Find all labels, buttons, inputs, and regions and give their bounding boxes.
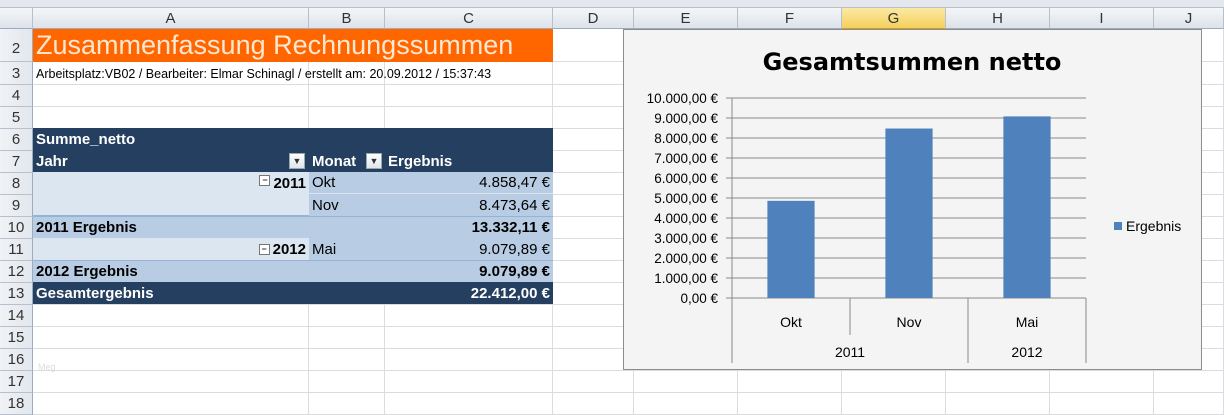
row-header-11[interactable]: 11 bbox=[0, 239, 33, 261]
select-all-corner[interactable] bbox=[0, 8, 33, 29]
row-header-10[interactable]: 10 bbox=[0, 217, 33, 239]
chart-svg: Gesamtsummen netto 0,00 € 1.000,00 € 2.000… bbox=[647, 48, 1181, 363]
row-header-16[interactable]: 16 bbox=[0, 349, 33, 371]
pivot-year-2011[interactable]: −2011 bbox=[33, 172, 309, 216]
chart-title: Gesamtsummen netto bbox=[763, 48, 1062, 76]
y-tick-label: 9.000,00 € bbox=[654, 111, 718, 126]
y-tick-label: 2.000,00 € bbox=[654, 251, 718, 266]
bar-Nov bbox=[885, 128, 933, 298]
x-tick-label: Okt bbox=[780, 314, 802, 330]
y-tick-label: 3.000,00 € bbox=[654, 231, 718, 246]
collapse-icon[interactable]: − bbox=[258, 243, 270, 255]
column-header-C[interactable]: C bbox=[385, 8, 553, 29]
legend-swatch bbox=[1114, 222, 1122, 230]
column-header-D[interactable]: D bbox=[553, 8, 634, 29]
collapse-icon[interactable]: − bbox=[259, 175, 271, 186]
y-tick-label: 8.000,00 € bbox=[654, 131, 718, 146]
subtotal-row bbox=[33, 260, 553, 282]
year-label: 2011 bbox=[273, 175, 306, 192]
grand-total-value[interactable]: 22.412,00 € bbox=[470, 284, 550, 302]
row-header-8[interactable]: 8 bbox=[0, 173, 33, 195]
pivot-month[interactable]: Mai bbox=[309, 238, 385, 260]
grand-total-label[interactable]: Gesamtergebnis bbox=[36, 284, 154, 302]
bar-Mai bbox=[1003, 116, 1051, 299]
column-header-E[interactable]: E bbox=[634, 8, 738, 29]
row-header-14[interactable]: 14 bbox=[0, 305, 33, 327]
column-header-A[interactable]: A bbox=[33, 8, 309, 29]
y-tick-label: 5.000,00 € bbox=[654, 191, 718, 206]
x-tick-label: Mai bbox=[1016, 314, 1039, 330]
column-header-J[interactable]: J bbox=[1154, 8, 1224, 29]
subtotal-value[interactable]: 9.079,89 € bbox=[479, 262, 550, 280]
subtotal-label[interactable]: 2011 Ergebnis bbox=[36, 218, 137, 236]
bar-Okt bbox=[767, 200, 815, 298]
column-header-I[interactable]: I bbox=[1050, 8, 1154, 29]
filter-dropdown-icon[interactable]: ▼ bbox=[289, 153, 305, 169]
subtotal-value[interactable]: 13.332,11 € bbox=[471, 218, 550, 236]
legend-label: Ergebnis bbox=[1126, 218, 1181, 234]
pivot-data-field[interactable]: Summe_netto bbox=[36, 130, 136, 148]
column-header-H[interactable]: H bbox=[946, 8, 1050, 29]
row-header-18[interactable]: 18 bbox=[0, 393, 33, 415]
y-tick-label: 4.000,00 € bbox=[654, 211, 718, 226]
grand-total-row bbox=[33, 282, 553, 304]
row-header-7[interactable]: 7 bbox=[0, 151, 33, 173]
y-tick-label: 1.000,00 € bbox=[654, 271, 718, 286]
year-label: 2012 bbox=[272, 240, 306, 258]
subtotal-row bbox=[33, 216, 553, 238]
y-tick-label: 10.000,00 € bbox=[647, 91, 719, 106]
pivot-value[interactable]: 8.473,64 € bbox=[385, 194, 553, 216]
gridline bbox=[33, 392, 1224, 393]
watermark: Meg bbox=[38, 362, 56, 372]
row-header-13[interactable]: 13 bbox=[0, 283, 33, 305]
x-group-label: 2011 bbox=[835, 344, 865, 360]
pivot-year-2012[interactable]: −2012 bbox=[33, 238, 309, 260]
pivot-col-field[interactable]: Monat bbox=[312, 152, 357, 170]
sheet-subtitle[interactable]: Arbeitsplatz:VB02 / Bearbeiter: Elmar Sc… bbox=[36, 66, 492, 81]
sort-filter-icon[interactable]: ▼ bbox=[366, 153, 382, 169]
column-header-F[interactable]: F bbox=[738, 8, 842, 29]
row-header-2[interactable]: 2 bbox=[0, 29, 33, 62]
pivot-value[interactable]: 4.858,47 € bbox=[385, 172, 553, 194]
pivot-month[interactable]: Okt bbox=[309, 172, 385, 194]
pivot-month[interactable]: Nov bbox=[309, 194, 385, 216]
pivot-value[interactable]: 9.079,89 € bbox=[385, 238, 553, 260]
row-header-15[interactable]: 15 bbox=[0, 327, 33, 349]
row-header-9[interactable]: 9 bbox=[0, 195, 33, 217]
column-header-B[interactable]: B bbox=[309, 8, 385, 29]
subtotal-label[interactable]: 2012 Ergebnis bbox=[36, 262, 138, 280]
row-header-6[interactable]: 6 bbox=[0, 129, 33, 151]
column-header-G[interactable]: G bbox=[842, 8, 946, 29]
sheet-title[interactable]: Zusammenfassung Rechnungssummen bbox=[33, 29, 553, 62]
gridline bbox=[33, 370, 1224, 371]
x-group-label: 2012 bbox=[1011, 344, 1042, 360]
chart[interactable]: Gesamtsummen netto 0,00 € 1.000,00 € 2.000… bbox=[623, 29, 1202, 370]
row-header-5[interactable]: 5 bbox=[0, 107, 33, 129]
x-tick-label: Nov bbox=[897, 314, 922, 330]
pivot-row-field[interactable]: Jahr bbox=[36, 152, 68, 170]
y-tick-label: 7.000,00 € bbox=[654, 151, 718, 166]
row-header-4[interactable]: 4 bbox=[0, 85, 33, 107]
y-tick-label: 6.000,00 € bbox=[654, 171, 718, 186]
row-header-12[interactable]: 12 bbox=[0, 261, 33, 283]
row-header-17[interactable]: 17 bbox=[0, 371, 33, 393]
toolbar-strip bbox=[0, 0, 1224, 8]
pivot-value-header[interactable]: Ergebnis bbox=[388, 152, 453, 170]
row-header-3[interactable]: 3 bbox=[0, 62, 33, 85]
y-tick-label: 0,00 € bbox=[680, 291, 718, 306]
